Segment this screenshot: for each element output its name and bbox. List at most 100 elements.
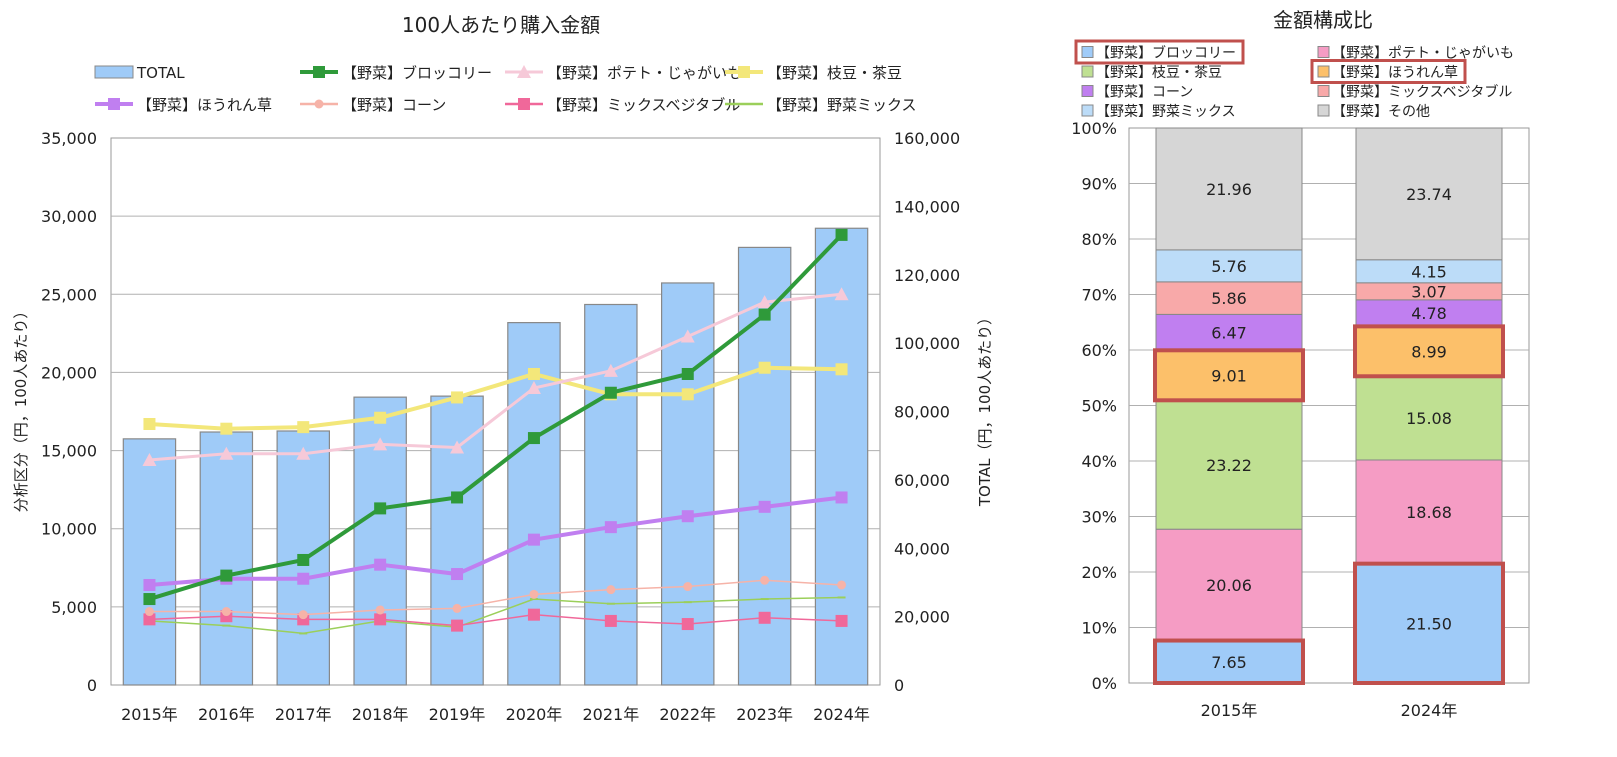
- legend-swatch: [1081, 65, 1094, 78]
- segment-label: 15.08: [1406, 409, 1452, 428]
- legend-label: 【野菜】ポテト・じゃがいも: [547, 64, 742, 82]
- series-point: [220, 422, 233, 435]
- stacked-segment: [1155, 313, 1303, 351]
- series-point: [527, 533, 540, 546]
- chart1-lines: [142, 228, 849, 635]
- series-point: [298, 610, 308, 620]
- highlight-box: [1353, 324, 1505, 379]
- chart2-ytick: 90%: [1081, 175, 1117, 194]
- chart1-ytick-left: 30,000: [41, 207, 97, 226]
- series-point: [680, 329, 695, 343]
- chart1-ytick-left: 20,000: [41, 363, 97, 382]
- chart1-title: 100人あたり購入金額: [402, 13, 600, 37]
- series-point: [758, 308, 771, 321]
- legend-label: 【野菜】野菜ミックス: [767, 96, 917, 114]
- series-point: [758, 611, 771, 624]
- series-point: [144, 607, 154, 617]
- chart2-ytick: 100%: [1071, 119, 1117, 138]
- series-point: [604, 386, 617, 399]
- legend-marker: [313, 66, 325, 78]
- legend-label: 【野菜】ほうれん草: [1332, 65, 1458, 81]
- series-point: [451, 391, 464, 404]
- series-point: [603, 363, 618, 377]
- legend-swatch: [1081, 104, 1094, 117]
- legend-label: 【野菜】枝豆・茶豆: [1096, 65, 1222, 81]
- series-point: [529, 589, 539, 599]
- chart1-ytick-left: 25,000: [41, 285, 97, 304]
- series-point: [835, 614, 848, 627]
- chart1-ytick-right: 120,000: [894, 266, 960, 285]
- series-point: [835, 491, 848, 504]
- series-point: [758, 361, 771, 374]
- legend-swatch: [1317, 46, 1330, 58]
- series-line: [149, 579, 842, 616]
- legend-swatch-bar: [94, 65, 134, 79]
- series-point: [374, 502, 387, 515]
- series-point: [606, 585, 616, 595]
- legend-marker: [314, 99, 324, 109]
- highlight-box: [1153, 638, 1305, 686]
- segment-label: 23.22: [1206, 456, 1252, 475]
- series-point: [834, 287, 849, 301]
- segment-label: 3.07: [1411, 282, 1447, 301]
- chart1-xtick: 2022年: [659, 705, 716, 724]
- stacked-segment: [1355, 459, 1503, 565]
- legend-label: 【野菜】コーン: [342, 96, 446, 114]
- segment-label: 9.01: [1211, 366, 1247, 385]
- legend-marker: [517, 65, 531, 78]
- total-bar: [199, 431, 254, 686]
- chart1-ytick-right: 140,000: [894, 197, 960, 216]
- legend-marker: [518, 98, 530, 110]
- chart1-xtick: 2017年: [275, 705, 332, 724]
- chart2-ytick: 40%: [1081, 452, 1117, 471]
- segment-label: 21.50: [1406, 614, 1452, 633]
- series-point: [375, 605, 385, 615]
- series-point: [527, 432, 540, 445]
- series-point: [451, 491, 464, 504]
- series-line: [149, 596, 842, 635]
- legend-label: 【野菜】コーン: [1096, 85, 1193, 101]
- segment-label: 18.68: [1406, 503, 1452, 522]
- segment-label: 21.96: [1206, 180, 1252, 199]
- series-point: [681, 367, 694, 380]
- series-point: [683, 582, 693, 592]
- chart1-xtick: 2024年: [813, 705, 870, 724]
- segment-label: 23.74: [1406, 185, 1452, 204]
- chart1-xtick: 2019年: [429, 705, 486, 724]
- total-bar: [661, 282, 715, 686]
- series-point: [604, 521, 617, 534]
- series-point: [143, 578, 156, 591]
- series-point: [527, 608, 540, 621]
- chart1-ytick-right: 60,000: [894, 471, 950, 490]
- series-point: [143, 418, 156, 431]
- total-bar: [122, 438, 177, 686]
- chart2-ytick: 50%: [1081, 397, 1117, 416]
- series-line: [149, 495, 842, 587]
- chart1-ytick-right: 160,000: [894, 129, 960, 148]
- total-bar: [430, 395, 484, 686]
- series-point: [450, 440, 465, 454]
- series-point: [758, 500, 771, 513]
- legend-label: 【野菜】その他: [1332, 104, 1430, 120]
- chart1-xtick: 2020年: [506, 705, 563, 724]
- chart1-ytick-left: 0: [87, 676, 97, 695]
- legend-swatch: [1081, 85, 1094, 97]
- chart2-ytick: 20%: [1081, 563, 1117, 582]
- series-point: [835, 363, 848, 376]
- chart1-ytick-left: 15,000: [41, 442, 97, 461]
- chart2-xtick: 2024年: [1401, 701, 1458, 720]
- segment-label: 4.15: [1411, 262, 1447, 281]
- stacked-segment: [1155, 349, 1303, 401]
- stacked-segment: [1155, 640, 1303, 684]
- series-point: [221, 607, 231, 617]
- series-line: [149, 365, 842, 431]
- composition-chart: 金額構成比 【野菜】ブロッコリー 【野菜】ポテト・じゃがいも【野菜】枝豆・茶豆 【野…: [1071, 8, 1530, 720]
- chart2-axes: 0% 10% 20% 30% 40% 50% 60% 70% 80% 90% 100% 2015年 20…: [1071, 119, 1457, 720]
- chart2-ytick: 0%: [1092, 674, 1117, 693]
- series-point: [681, 388, 694, 401]
- chart1-xtick: 2016年: [198, 705, 255, 724]
- chart2-ytick: 80%: [1081, 230, 1117, 249]
- stacked-segment: [1355, 299, 1503, 327]
- series-point: [143, 613, 156, 626]
